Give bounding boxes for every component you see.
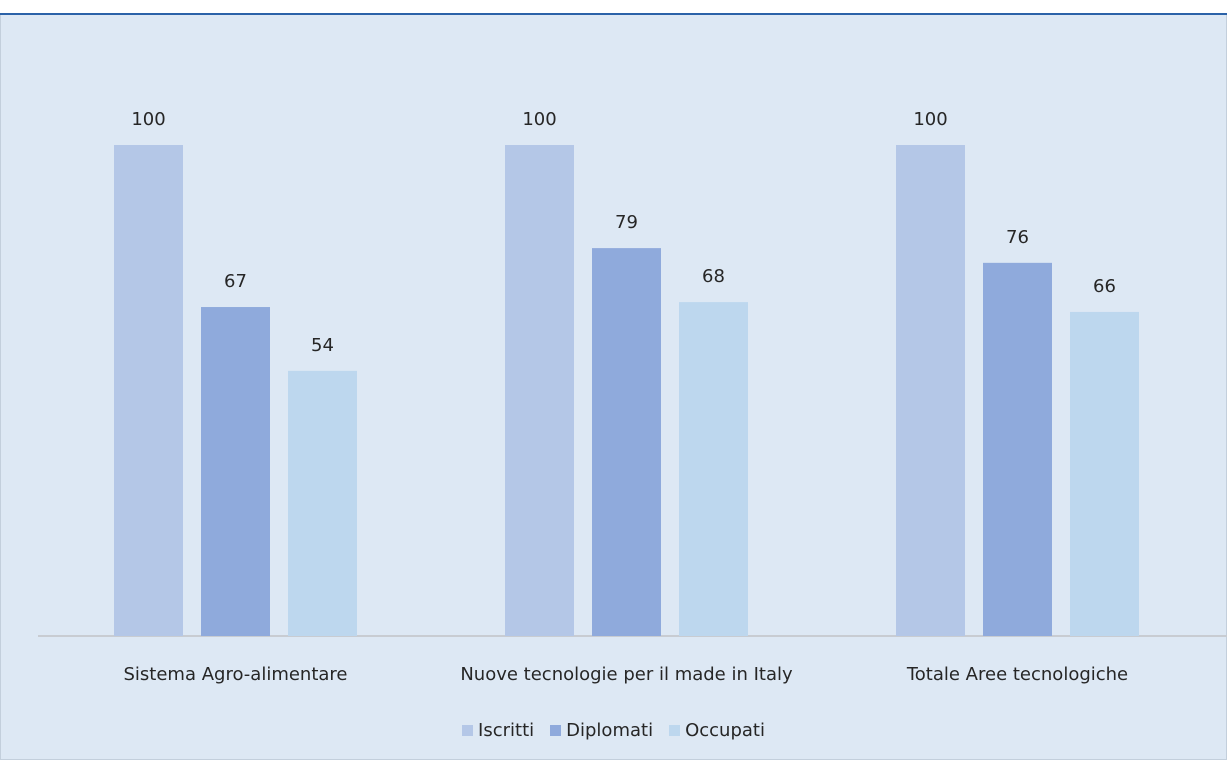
data-label-iscritti-3: 100: [913, 109, 947, 130]
chart-title-strip: [0, 0, 1227, 13]
bar-occupati-3: [1070, 311, 1139, 636]
legend-label-occupati: Occupati: [685, 719, 765, 741]
bar-iscritti-2: [505, 145, 574, 636]
data-label-occupati-2: 68: [702, 266, 725, 287]
bar-iscritti-1: [114, 145, 183, 636]
category-label-2: Nuove tecnologie per il made in Italy: [460, 664, 793, 685]
legend-item-occupati: Occupati: [669, 720, 765, 741]
legend-label-diplomati: Diplomati: [566, 719, 654, 741]
chart-legend: Iscritti Diplomati Occupati: [0, 715, 1227, 745]
data-label-diplomati-2: 79: [615, 212, 638, 233]
legend-item-diplomati: Diplomati: [550, 720, 653, 741]
bar-occupati-2: [679, 302, 748, 636]
legend-swatch-diplomati: [550, 724, 562, 736]
bar-iscritti-3: [896, 145, 965, 636]
data-label-diplomati-1: 67: [224, 271, 247, 292]
category-label-3: Totale Aree tecnologiche: [906, 664, 1128, 685]
title-underline: [0, 13, 1227, 15]
legend-item-iscritti: Iscritti: [462, 720, 534, 741]
legend-swatch-iscritti: [462, 724, 474, 736]
data-label-iscritti-1: 100: [131, 109, 165, 130]
data-label-diplomati-3: 76: [1006, 227, 1029, 248]
legend-label-iscritti: Iscritti: [478, 719, 535, 741]
category-label-1: Sistema Agro-alimentare: [123, 664, 347, 685]
bar-diplomati-2: [592, 248, 661, 637]
bar-diplomati-1: [201, 307, 270, 636]
data-label-occupati-3: 66: [1093, 276, 1116, 297]
bar-diplomati-3: [983, 262, 1052, 636]
bar-occupati-1: [288, 370, 357, 636]
data-label-iscritti-2: 100: [522, 109, 556, 130]
data-label-occupati-1: 54: [311, 335, 334, 356]
legend-swatch-occupati: [669, 724, 681, 736]
